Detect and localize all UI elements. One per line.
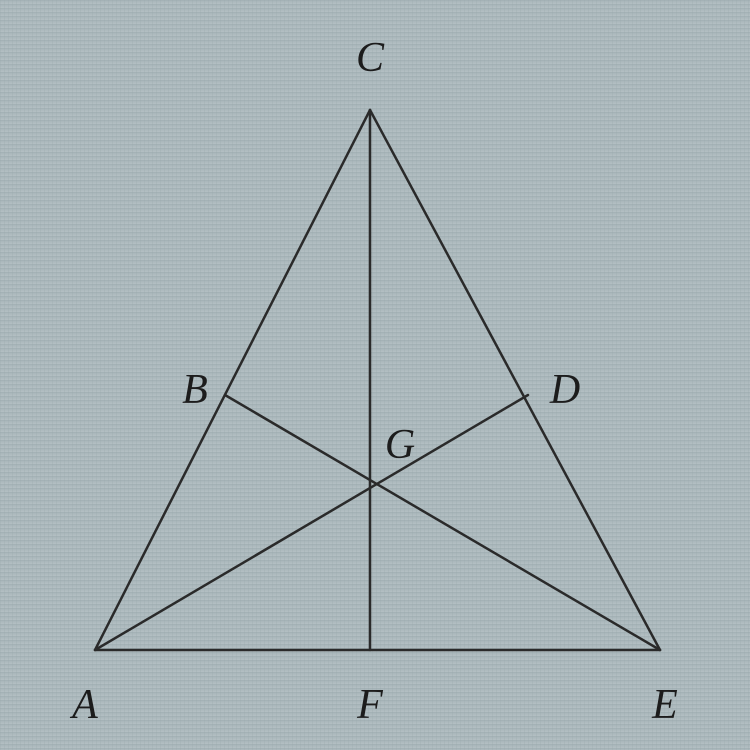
diagram-canvas (0, 0, 750, 750)
